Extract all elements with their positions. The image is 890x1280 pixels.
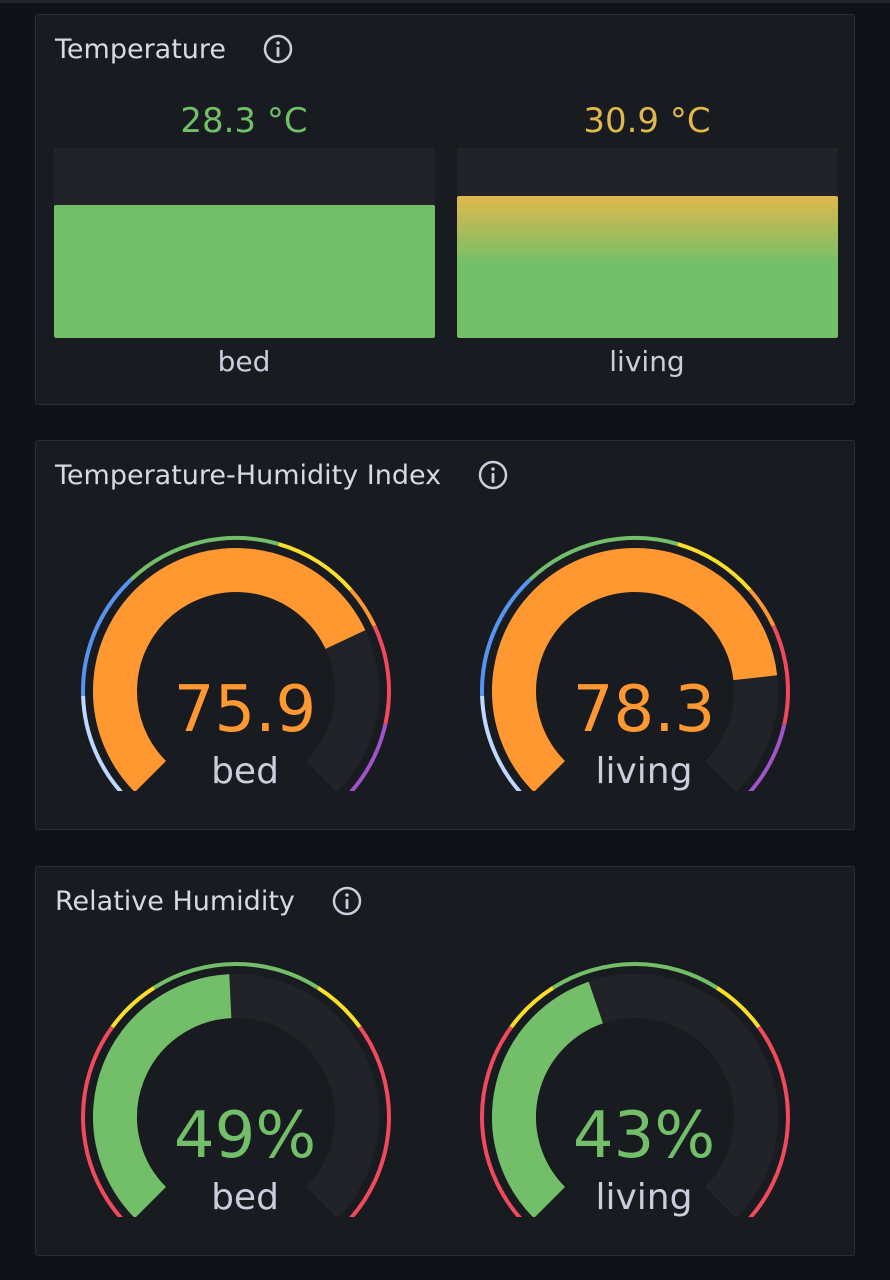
humidity-gauge-threshold-segment bbox=[715, 986, 761, 1029]
gauge-value-living: 43% bbox=[572, 1099, 716, 1173]
humidity-panel-header[interactable]: Relative Humidity bbox=[55, 885, 363, 917]
thi-panel-header[interactable]: Temperature-Humidity Index bbox=[55, 459, 509, 491]
thi-gauge-threshold-segment bbox=[748, 588, 776, 627]
panel-title: Temperature bbox=[55, 33, 227, 65]
bar-value-living: 30.9 °C bbox=[583, 101, 711, 141]
humidity-gauge-living bbox=[480, 962, 790, 1217]
humidity-gauge-fill bbox=[492, 981, 604, 1217]
bar-fill-bed bbox=[54, 205, 435, 338]
bar-label-bed: bed bbox=[217, 345, 271, 378]
thi-gauge-threshold-segment bbox=[81, 695, 123, 791]
thi-gauge-threshold-segment bbox=[480, 578, 532, 696]
thi-gauge-threshold-segment bbox=[349, 588, 377, 627]
temperature-panel: Temperature 28.3 °C bed 30.9 °C living bbox=[35, 14, 855, 405]
gauge-value-bed: 75.9 bbox=[173, 673, 317, 747]
thi-gauge-threshold-segment bbox=[372, 625, 391, 725]
thi-gauge-fill bbox=[492, 548, 778, 791]
thi-gauge-threshold-segment bbox=[677, 542, 752, 592]
humidity-gauge-threshold-segment bbox=[349, 1025, 391, 1217]
thi-gauge-fill bbox=[93, 548, 366, 791]
bar-fill-living bbox=[457, 195, 838, 338]
thi-gauge-threshold-segment bbox=[771, 625, 790, 725]
gauge-value-bed: 49% bbox=[173, 1099, 317, 1173]
humidity-panel: Relative Humidity 49% bed 43% living bbox=[35, 866, 855, 1256]
bar-label-living: living bbox=[609, 345, 685, 378]
humidity-gauge-threshold-segment bbox=[316, 986, 362, 1029]
humidity-gauge-threshold-segment bbox=[81, 1025, 123, 1217]
humidity-gauge-threshold-segment bbox=[152, 962, 320, 990]
thi-gauge-bed bbox=[81, 536, 391, 791]
humidity-gauge-threshold-segment bbox=[509, 986, 555, 1029]
gauge-label-bed: bed bbox=[211, 751, 279, 792]
top-divider bbox=[0, 0, 890, 3]
thi-gauge-threshold-segment bbox=[528, 536, 679, 581]
humidity-gauge-bed bbox=[81, 962, 391, 1217]
gauge-label-bed: bed bbox=[211, 1177, 279, 1218]
gauge-label-living: living bbox=[595, 1177, 693, 1218]
panel-title: Temperature-Humidity Index bbox=[55, 459, 442, 491]
gauge-label-living: living bbox=[595, 751, 693, 792]
thi-gauge-threshold-segment bbox=[81, 578, 133, 696]
panel-title: Relative Humidity bbox=[55, 885, 295, 917]
thi-gauge-threshold-segment bbox=[349, 723, 388, 791]
humidity-gauge-threshold-segment bbox=[480, 1025, 522, 1217]
humidity-gauge-threshold-segment bbox=[110, 986, 156, 1029]
humidity-gauge-threshold-segment bbox=[551, 962, 719, 990]
humidity-gauge-threshold-segment bbox=[748, 1025, 790, 1217]
thi-gauge-threshold-segment bbox=[480, 695, 522, 791]
temperature-panel-header[interactable]: Temperature bbox=[55, 33, 294, 65]
thi-gauge-threshold-segment bbox=[278, 542, 353, 592]
humidity-gauge-fill bbox=[93, 974, 232, 1217]
info-circle-icon[interactable] bbox=[262, 33, 294, 65]
info-circle-icon[interactable] bbox=[331, 885, 363, 917]
bar-value-bed: 28.3 °C bbox=[180, 101, 308, 141]
bar-gauge-bed bbox=[54, 148, 435, 338]
thi-gauge-threshold-segment bbox=[129, 536, 280, 581]
bar-gauge-living bbox=[457, 148, 838, 338]
info-circle-icon[interactable] bbox=[477, 459, 509, 491]
gauge-value-living: 78.3 bbox=[572, 673, 716, 747]
thi-gauge-threshold-segment bbox=[748, 723, 787, 791]
thi-panel: Temperature-Humidity Index 75.9 bed 78.3… bbox=[35, 440, 855, 830]
thi-gauge-living bbox=[480, 536, 790, 791]
